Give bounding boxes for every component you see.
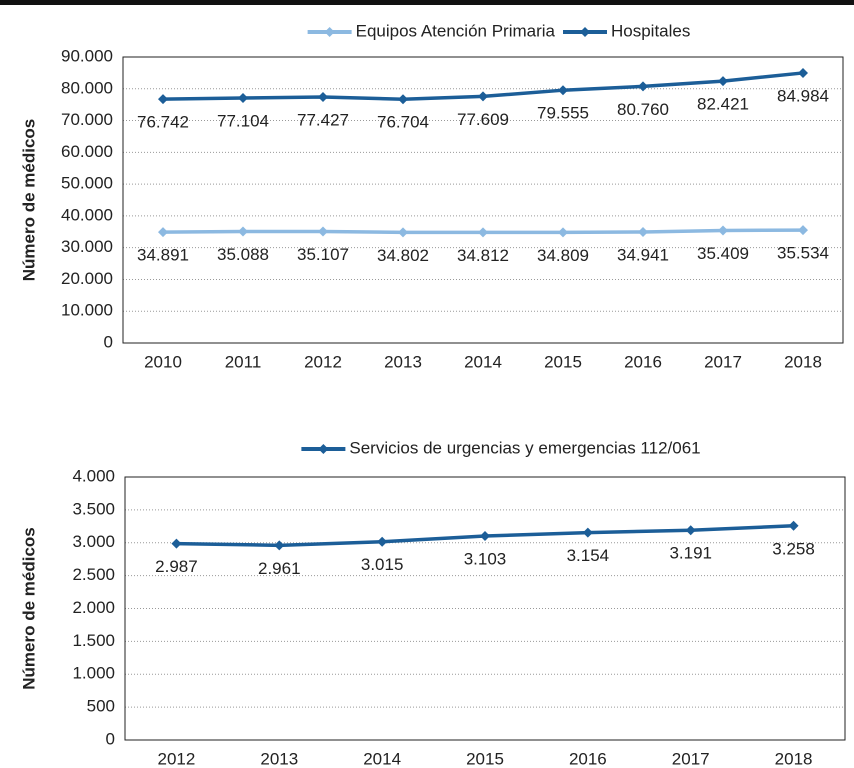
data-point <box>398 94 408 105</box>
x-tick-label: 2016 <box>569 749 607 768</box>
data-point <box>398 227 408 238</box>
y-tick-label: 3.000 <box>72 532 115 551</box>
data-label: 3.103 <box>464 549 507 568</box>
data-point <box>158 227 168 238</box>
x-tick-label: 2010 <box>144 352 182 371</box>
data-point <box>638 226 648 237</box>
x-tick-label: 2016 <box>624 352 662 371</box>
data-point <box>582 527 593 538</box>
y-tick-label: 0 <box>106 729 115 748</box>
legend-label: Servicios de urgencias y emergencias 112… <box>349 438 700 457</box>
x-tick-label: 2014 <box>464 352 502 371</box>
y-tick-label: 60.000 <box>61 142 113 161</box>
data-label: 76.742 <box>137 113 189 132</box>
legend-label: Hospitales <box>611 21 690 40</box>
x-tick-label: 2018 <box>775 749 813 768</box>
data-label: 77.427 <box>297 110 349 129</box>
data-label: 34.809 <box>537 246 589 265</box>
data-point <box>788 520 799 531</box>
data-point <box>638 81 648 92</box>
x-tick-label: 2013 <box>260 749 298 768</box>
data-point <box>158 94 168 105</box>
data-label: 77.104 <box>217 111 269 130</box>
data-label: 3.258 <box>772 539 815 558</box>
x-tick-label: 2011 <box>225 352 262 371</box>
data-label: 76.704 <box>377 113 429 132</box>
legend-marker <box>324 27 335 37</box>
y-tick-label: 90.000 <box>61 46 113 65</box>
y-axis-title: Número de médicos <box>19 119 38 282</box>
data-label: 34.941 <box>617 245 669 264</box>
data-point <box>318 91 328 102</box>
y-tick-label: 80.000 <box>61 78 113 97</box>
y-axis-title: Número de médicos <box>19 527 38 690</box>
data-point <box>238 226 248 237</box>
y-tick-label: 2.000 <box>72 598 115 617</box>
y-tick-label: 40.000 <box>61 205 113 224</box>
data-point <box>798 67 808 78</box>
data-point <box>558 85 568 96</box>
data-label: 35.088 <box>217 245 269 264</box>
x-tick-label: 2018 <box>784 352 822 371</box>
data-label: 3.154 <box>567 546 610 565</box>
data-point <box>171 538 182 549</box>
data-label: 2.961 <box>258 559 301 578</box>
data-point <box>274 540 285 551</box>
data-point <box>238 92 248 103</box>
data-label: 3.191 <box>669 544 712 563</box>
y-tick-label: 3.500 <box>72 499 115 518</box>
y-tick-label: 0 <box>104 332 113 351</box>
data-label: 34.802 <box>377 246 429 265</box>
legend-label: Equipos Atención Primaria <box>356 21 556 40</box>
y-tick-label: 2.500 <box>72 565 115 584</box>
data-point <box>478 91 488 102</box>
data-label: 2.987 <box>155 557 198 576</box>
y-tick-label: 4.000 <box>72 466 115 485</box>
data-point <box>558 227 568 238</box>
data-point <box>718 225 728 236</box>
plot-frame <box>122 56 844 344</box>
data-point <box>478 227 488 238</box>
x-tick-label: 2017 <box>672 749 710 768</box>
data-label: 35.409 <box>697 244 749 263</box>
x-tick-label: 2017 <box>704 352 742 371</box>
legend-marker <box>318 444 329 454</box>
x-tick-label: 2014 <box>363 749 401 768</box>
x-tick-label: 2012 <box>304 352 342 371</box>
x-tick-label: 2013 <box>384 352 422 371</box>
data-label: 82.421 <box>697 95 749 114</box>
x-tick-label: 2015 <box>544 352 582 371</box>
data-label: 79.555 <box>537 104 589 123</box>
data-label: 34.891 <box>137 246 189 265</box>
plot-frame <box>124 476 846 741</box>
data-label: 35.107 <box>297 245 349 264</box>
data-label: 3.015 <box>361 555 404 574</box>
data-point <box>798 225 808 236</box>
data-point <box>318 226 328 237</box>
data-label: 80.760 <box>617 100 669 119</box>
data-label: 77.609 <box>457 110 509 129</box>
data-point <box>718 76 728 87</box>
data-point <box>480 530 490 541</box>
top-rule <box>0 0 854 5</box>
data-point <box>685 525 696 536</box>
data-label: 84.984 <box>777 86 829 105</box>
x-tick-label: 2012 <box>158 749 196 768</box>
data-point <box>377 536 388 547</box>
legend-marker <box>580 27 591 37</box>
x-tick-label: 2015 <box>466 749 504 768</box>
y-tick-label: 20.000 <box>61 269 113 288</box>
data-label: 34.812 <box>457 246 509 265</box>
y-tick-label: 70.000 <box>61 110 113 129</box>
y-tick-label: 10.000 <box>61 301 113 320</box>
y-tick-label: 1.000 <box>72 664 115 683</box>
data-label: 35.534 <box>777 244 829 263</box>
y-tick-label: 1.500 <box>72 631 115 650</box>
y-tick-label: 50.000 <box>61 174 113 193</box>
y-tick-label: 30.000 <box>61 237 113 256</box>
y-tick-label: 500 <box>87 697 115 716</box>
